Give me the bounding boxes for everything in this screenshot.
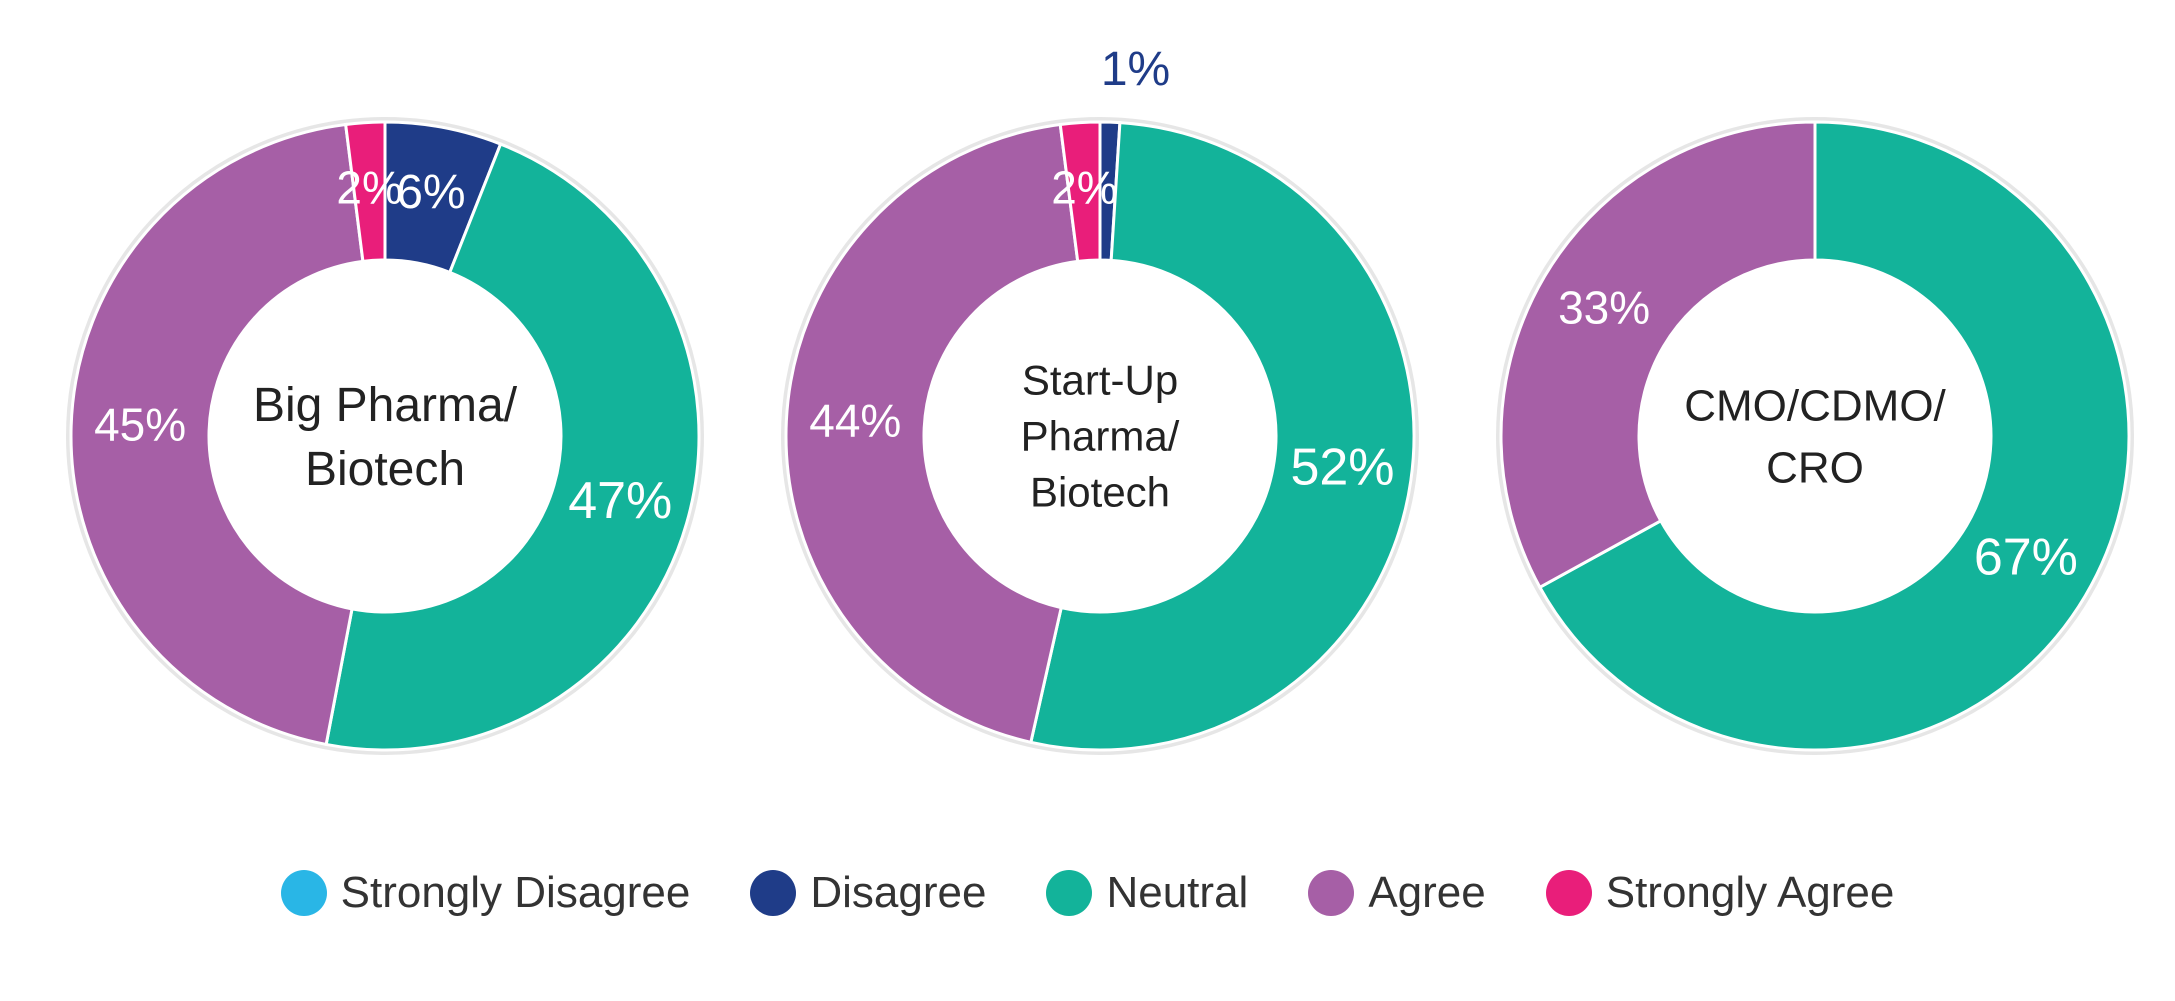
donut-outline xyxy=(781,117,1419,755)
chart-title-line: Pharma/ xyxy=(1021,413,1180,460)
slice-strongly-agree xyxy=(1058,120,1102,264)
donut-outline xyxy=(1496,117,2134,755)
slice-label-agree: 44% xyxy=(809,394,901,446)
legend-swatch-strongly-disagree xyxy=(280,870,327,916)
chart-title-line: Biotech xyxy=(1030,469,1170,516)
legend-label-neutral: Neutral xyxy=(1106,868,1249,917)
slice-strongly-agree xyxy=(343,120,387,264)
slice-agree xyxy=(784,122,1080,745)
chart-title-line: CMO/CDMO/ xyxy=(1684,381,1946,430)
legend-item-neutral: Neutral xyxy=(1046,868,1248,918)
legend-item-strongly-agree: Strongly Agree xyxy=(1545,868,1895,918)
chart-title-line: Big Pharma/ xyxy=(253,379,518,432)
chart-title-line: Biotech xyxy=(305,443,465,496)
donut-chart-start-up-pharma-biotech: 1% 52% 44% 2% Start-Up Pharma/Biotech xyxy=(781,43,1419,755)
slice-neutral xyxy=(324,142,701,752)
slice-agree xyxy=(1499,120,1817,590)
slice-neutral xyxy=(1537,120,2131,752)
donut-chart-big-pharma-biotech: 6% 47% 45% 2% Big Pharma/Biotech xyxy=(66,117,704,755)
donut-outline xyxy=(66,117,704,755)
legend: Strongly Disagree Disagree Neutral Agree… xyxy=(0,868,2175,918)
legend-swatch-disagree xyxy=(750,870,797,916)
slice-label-neutral: 67% xyxy=(1974,528,2078,586)
slice-agree xyxy=(69,122,365,747)
chart-title-line: CRO xyxy=(1766,443,1864,492)
legend-label-agree: Agree xyxy=(1368,868,1486,917)
slice-label-strongly-agree: 2% xyxy=(1051,162,1117,214)
legend-label-strongly-disagree: Strongly Disagree xyxy=(340,868,691,917)
donut-charts: 6% 47% 45% 2% Big Pharma/Biotech 1% 52% 44% 2% St… xyxy=(66,43,2134,755)
slice-label-neutral: 52% xyxy=(1290,439,1394,497)
slice-label-neutral: 47% xyxy=(568,472,672,530)
slice-neutral xyxy=(1029,121,1416,752)
legend-swatch-neutral xyxy=(1046,870,1093,916)
legend-label-strongly-agree: Strongly Agree xyxy=(1605,868,1895,917)
chart-title-line: Start-Up xyxy=(1022,357,1178,404)
slice-label-agree: 33% xyxy=(1558,281,1650,333)
slice-label-agree: 45% xyxy=(94,398,186,450)
slice-label-strongly-agree: 2% xyxy=(336,162,402,214)
donut-chart-cmo-cdmo-cro: 67% 33% CMO/CDMO/CRO xyxy=(1496,117,2134,755)
slice-label-disagree: 1% xyxy=(1101,43,1170,96)
legend-swatch-agree xyxy=(1308,870,1355,916)
slice-label-disagree: 6% xyxy=(396,166,465,219)
legend-item-agree: Agree xyxy=(1308,868,1486,918)
legend-item-disagree: Disagree xyxy=(750,868,986,918)
legend-label-disagree: Disagree xyxy=(810,868,987,917)
legend-swatch-strongly-agree xyxy=(1545,870,1592,916)
legend-item-strongly-disagree: Strongly Disagree xyxy=(280,868,691,918)
